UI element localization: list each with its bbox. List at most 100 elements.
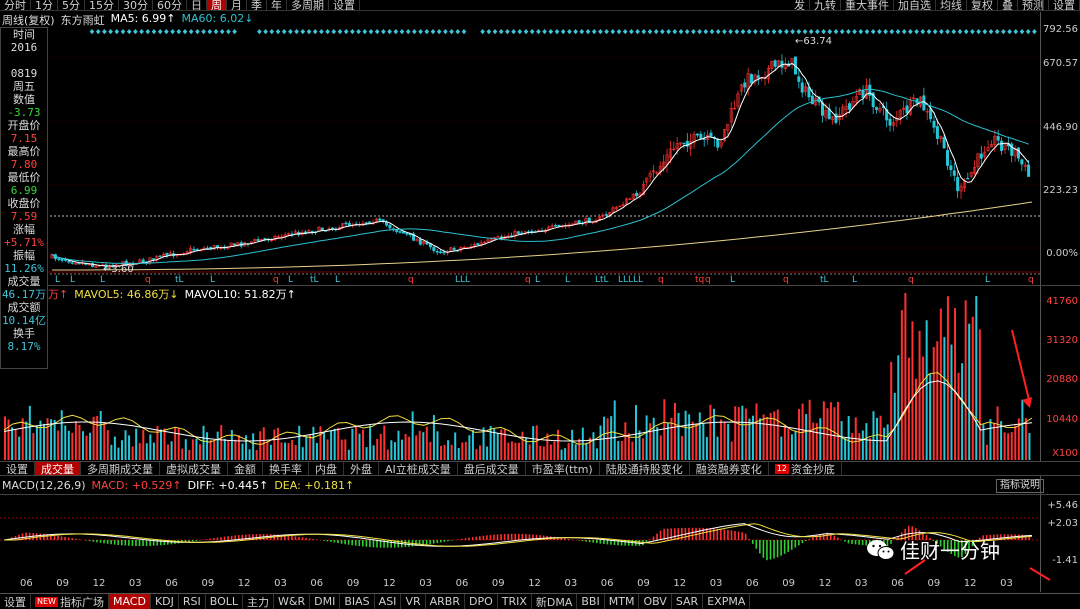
toolbar-button[interactable]: 设置 bbox=[1049, 0, 1080, 10]
indicator-tab[interactable]: 市盈率(ttm) bbox=[526, 462, 600, 475]
indicator-button[interactable]: EXPMA bbox=[703, 594, 751, 609]
volume-bar bbox=[741, 405, 744, 460]
indicator-button[interactable]: 设置 bbox=[0, 594, 31, 609]
macd-histogram-bar bbox=[106, 540, 109, 544]
period-tab[interactable]: 多周期 bbox=[287, 0, 329, 10]
volume-bar bbox=[592, 432, 595, 460]
trade-signal: L bbox=[730, 275, 735, 285]
indicator-tab[interactable]: 成交量 bbox=[35, 462, 81, 475]
macd-histogram-bar bbox=[840, 539, 843, 540]
toolbar-button[interactable]: 发 bbox=[790, 0, 810, 10]
indicator-tab[interactable]: 盘后成交量 bbox=[458, 462, 526, 475]
volume-bar bbox=[663, 399, 666, 460]
macd-histogram-bar bbox=[865, 540, 867, 546]
period-tab[interactable]: 季 bbox=[247, 0, 267, 10]
indicator-tab[interactable]: 设置 bbox=[0, 462, 35, 475]
indicator-button[interactable]: KDJ bbox=[151, 594, 179, 609]
macd-histogram-bar bbox=[312, 538, 314, 540]
indicator-button[interactable]: MTM bbox=[605, 594, 640, 609]
volume-bar bbox=[390, 440, 393, 460]
indicator-button[interactable]: RSI bbox=[179, 594, 206, 609]
watermark-text: 佳财一分钟 bbox=[900, 539, 1000, 563]
indicator-tab[interactable]: 融资融券变化 bbox=[690, 462, 769, 475]
indicator-button[interactable]: DMI bbox=[310, 594, 341, 609]
indicator-tab[interactable]: 陆股通持股变化 bbox=[600, 462, 690, 475]
signal-diamond bbox=[120, 29, 126, 35]
volume-bar bbox=[961, 363, 964, 460]
macd-histogram-bar bbox=[712, 528, 715, 540]
toolbar-right-group: 发九转 重大事件 加自选 均线 复权叠预测 设置 bbox=[790, 0, 1080, 10]
period-tab[interactable]: 60分 bbox=[153, 0, 187, 10]
indicator-tab[interactable]: 虚拟成交量 bbox=[160, 462, 228, 475]
volume-bar bbox=[897, 355, 900, 460]
watermark: 佳财一分钟 bbox=[866, 535, 1000, 564]
candlestick bbox=[915, 98, 919, 107]
macd-histogram-bar bbox=[1000, 534, 1002, 540]
toolbar-button[interactable]: 均线 bbox=[936, 0, 967, 10]
indicator-tab[interactable]: 内盘 bbox=[309, 462, 344, 475]
indicator-button[interactable]: 主力 bbox=[243, 594, 275, 609]
indicator-button[interactable]: SAR bbox=[672, 594, 704, 609]
indicator-button[interactable]: W&R bbox=[274, 594, 311, 609]
period-tab[interactable]: 1分 bbox=[31, 0, 58, 10]
period-tab[interactable]: 年 bbox=[267, 0, 287, 10]
volume-bar bbox=[4, 416, 6, 460]
macd-histogram-bar bbox=[932, 540, 935, 541]
period-tab[interactable]: 周 bbox=[207, 0, 227, 10]
macd-histogram-bar bbox=[514, 533, 517, 540]
volume-bar bbox=[301, 447, 304, 460]
info-label: 涨幅 bbox=[13, 223, 35, 236]
macd-histogram-bar bbox=[376, 540, 378, 548]
volume-bar bbox=[57, 430, 60, 460]
toolbar-button[interactable]: 重大事件 bbox=[841, 0, 894, 10]
indicator-button[interactable]: NEW 指标广场 bbox=[31, 594, 109, 609]
indicator-button[interactable]: OBV bbox=[639, 594, 672, 609]
candlestick bbox=[202, 246, 206, 251]
indicator-help-button[interactable]: 指标说明 bbox=[996, 479, 1044, 493]
period-tab[interactable]: 设置 bbox=[329, 0, 360, 10]
signal-diamond bbox=[591, 29, 597, 35]
period-tab[interactable]: 分时 bbox=[0, 0, 31, 10]
volume-bar bbox=[330, 430, 333, 460]
toolbar-button[interactable]: 预测 bbox=[1018, 0, 1049, 10]
x-tick: 03 bbox=[419, 578, 433, 589]
indicator-button[interactable]: BOLL bbox=[206, 594, 244, 609]
info-value: 2016 bbox=[10, 41, 38, 54]
volume-bar bbox=[25, 421, 28, 460]
indicator-tab[interactable]: 外盘 bbox=[344, 462, 379, 475]
volume-bar bbox=[333, 428, 336, 460]
toolbar-button[interactable]: 加自选 bbox=[894, 0, 936, 10]
toolbar-button[interactable]: 叠 bbox=[998, 0, 1018, 10]
period-tab[interactable]: 月 bbox=[227, 0, 247, 10]
indicator-tab[interactable]: 12 资金抄底 bbox=[769, 462, 842, 475]
volume-bar bbox=[858, 433, 861, 460]
indicator-tab[interactable]: 换手率 bbox=[263, 462, 309, 475]
indicator-tab[interactable]: 多周期成交量 bbox=[81, 462, 160, 475]
toolbar-button[interactable]: 复权 bbox=[967, 0, 998, 10]
indicator-button[interactable]: BBI bbox=[577, 594, 605, 609]
indicator-button[interactable]: VR bbox=[401, 594, 426, 609]
macd-histogram-bar bbox=[415, 540, 417, 547]
indicator-button[interactable]: ARBR bbox=[426, 594, 465, 609]
indicator-button[interactable]: ASI bbox=[375, 594, 402, 609]
candlestick bbox=[621, 201, 625, 208]
indicator-button[interactable]: BIAS bbox=[340, 594, 375, 609]
indicator-button[interactable]: MACD bbox=[108, 594, 151, 609]
macd-histogram-bar bbox=[897, 536, 899, 540]
candlestick bbox=[692, 131, 696, 149]
indicator-tab[interactable]: AI立桩成交量 bbox=[379, 462, 458, 475]
macd-histogram-bar bbox=[946, 540, 949, 552]
period-tab[interactable]: 15分 bbox=[85, 0, 119, 10]
period-tab[interactable]: 日 bbox=[187, 0, 207, 10]
indicator-button[interactable]: TRIX bbox=[498, 594, 532, 609]
period-tab[interactable]: 5分 bbox=[58, 0, 85, 10]
indicator-button[interactable]: 新DMA bbox=[532, 594, 578, 609]
toolbar-button[interactable]: 九转 bbox=[810, 0, 841, 10]
indicator-tab[interactable]: 金额 bbox=[228, 462, 263, 475]
signal-diamond bbox=[839, 29, 845, 35]
volume-bar bbox=[939, 308, 942, 460]
volume-bar bbox=[252, 433, 255, 460]
period-tab[interactable]: 30分 bbox=[119, 0, 153, 10]
indicator-button[interactable]: DPO bbox=[465, 594, 498, 609]
